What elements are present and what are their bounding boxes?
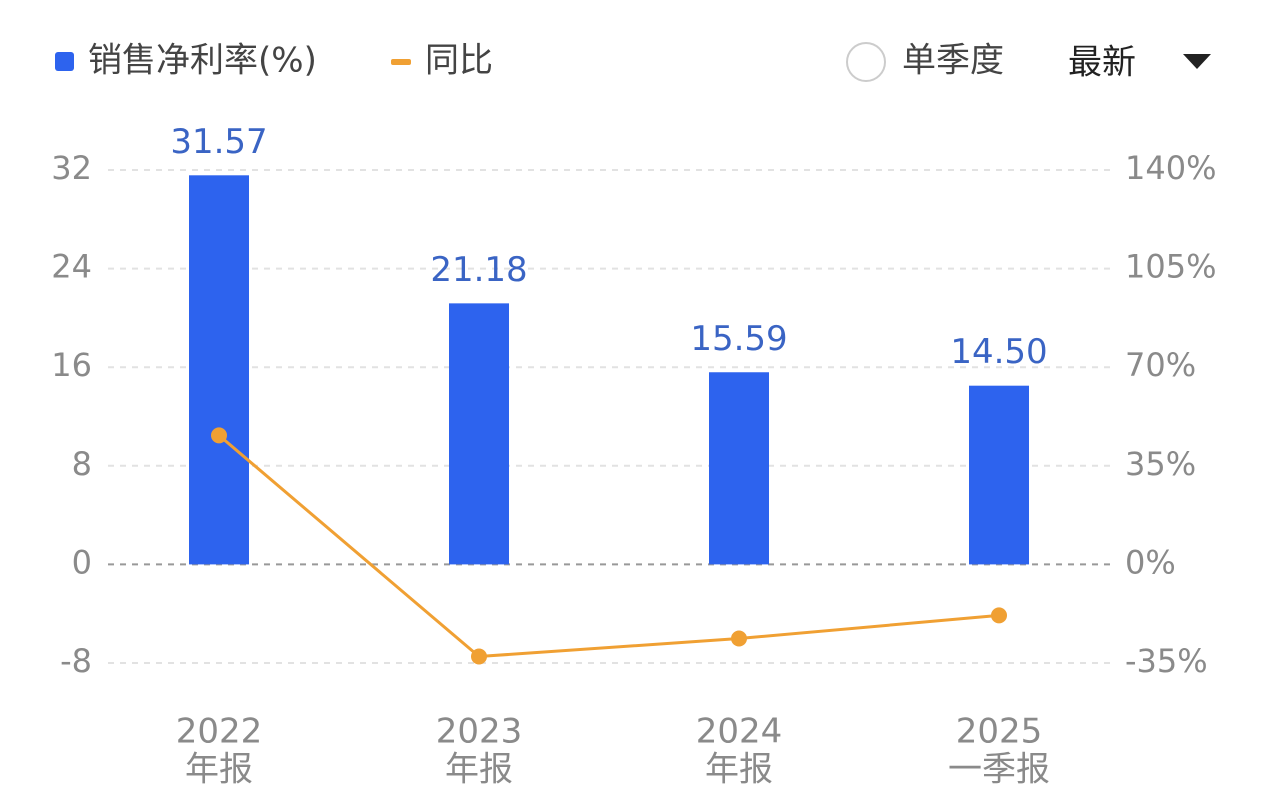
bar: [969, 385, 1029, 565]
y2-tick-label: 70%: [1125, 346, 1196, 384]
legend-label: 同比: [425, 41, 493, 81]
x-tick-label: 年报: [185, 750, 253, 790]
dropdown-arrow[interactable]: [1183, 54, 1211, 69]
y2-tick-label: 0%: [1125, 543, 1176, 581]
point: [731, 630, 747, 647]
point: [211, 427, 227, 444]
x-tick-label: 一季报: [948, 750, 1050, 790]
x-tick-label: 2025: [956, 712, 1043, 752]
y-tick-label: 16: [51, 346, 92, 384]
point: [991, 607, 1007, 624]
radio[interactable]: [846, 42, 886, 82]
x-tick-label: 年报: [705, 750, 773, 790]
value-label: 31.57: [170, 122, 267, 162]
value-label: 14.50: [950, 332, 1047, 372]
x-tick-label: 2024: [696, 712, 783, 752]
x-tick-label: 2023: [436, 712, 523, 752]
legend-swatch-line: [391, 59, 411, 65]
y2-tick-label: 35%: [1125, 445, 1196, 483]
x-tick-label: 年报: [445, 750, 513, 790]
y-tick-label: -8: [60, 642, 92, 680]
bar: [449, 303, 509, 565]
y-tick-label: 0: [72, 543, 92, 581]
point: [471, 648, 487, 665]
y2-tick-label: -35%: [1125, 642, 1208, 680]
toggle-label[interactable]: 单季度: [902, 41, 1004, 81]
legend-label: 销售净利率(%): [88, 41, 317, 81]
y-tick-label: 8: [72, 445, 92, 483]
line: [218, 434, 1000, 659]
value-label: 21.18: [430, 250, 527, 290]
y2-tick-label: 140%: [1125, 149, 1216, 187]
dropdown-label[interactable]: 最新: [1068, 43, 1136, 83]
legend-swatch-bar: [55, 52, 74, 71]
bar: [189, 175, 249, 565]
y-tick-label: 32: [51, 149, 92, 187]
y2-tick-label: 105%: [1125, 248, 1216, 286]
x-tick-label: 2022: [176, 712, 263, 752]
value-label: 15.59: [690, 319, 787, 359]
bar: [709, 372, 769, 565]
y-tick-label: 24: [51, 248, 92, 286]
